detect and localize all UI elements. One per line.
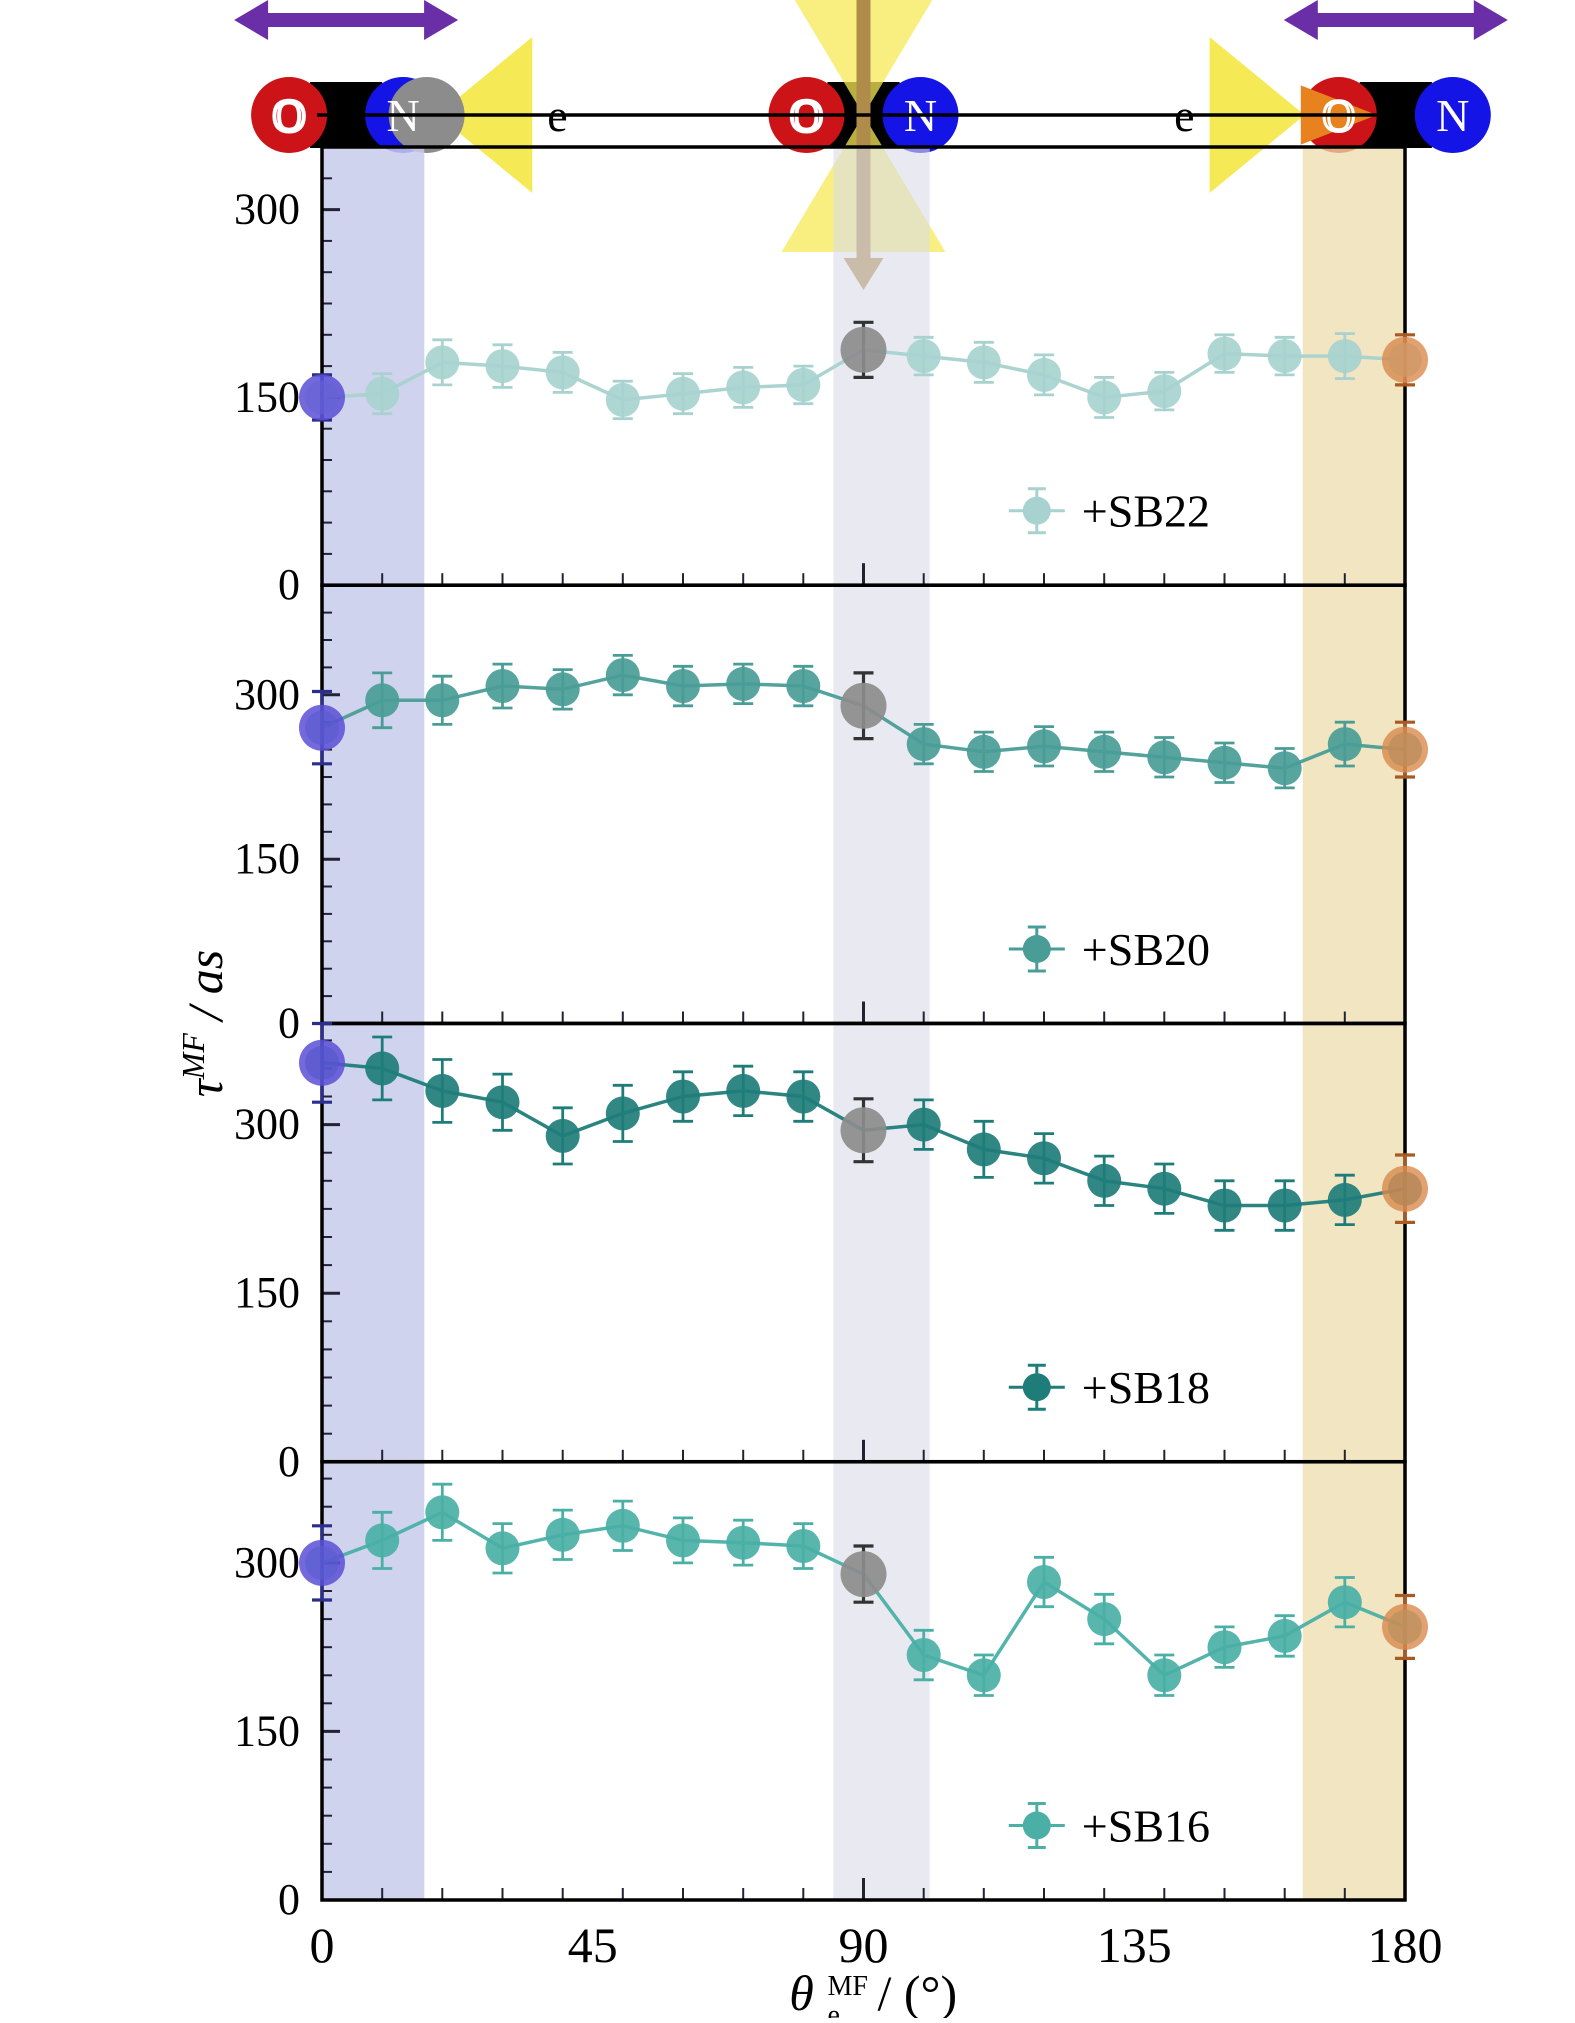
svg-text:+SB16: +SB16 <box>1082 1801 1210 1852</box>
svg-text:300: 300 <box>234 185 300 234</box>
svg-text:MF: MF <box>828 1971 868 2002</box>
svg-text:180: 180 <box>1368 1917 1443 1973</box>
svg-text:N: N <box>1436 90 1469 141</box>
svg-text:O: O <box>272 90 305 141</box>
svg-text:0: 0 <box>278 999 300 1048</box>
svg-text:135: 135 <box>1097 1917 1172 1973</box>
svg-text:150: 150 <box>234 1706 300 1755</box>
svg-text:300: 300 <box>234 1100 300 1149</box>
svg-text:45: 45 <box>568 1917 618 1973</box>
svg-text:300: 300 <box>234 670 300 719</box>
svg-text:0: 0 <box>278 1437 300 1486</box>
svg-text:300: 300 <box>234 1538 300 1587</box>
svg-text:0: 0 <box>278 560 300 609</box>
svg-text:+SB22: +SB22 <box>1082 486 1210 537</box>
svg-text:θ: θ <box>789 1965 814 2018</box>
svg-text:150: 150 <box>234 834 300 883</box>
svg-text:+SB20: +SB20 <box>1082 924 1210 975</box>
svg-text:+SB18: +SB18 <box>1082 1362 1210 1413</box>
svg-text:150: 150 <box>234 372 300 421</box>
svg-text:/ (°): / (°) <box>878 1965 958 2018</box>
svg-text:0: 0 <box>278 1875 300 1924</box>
svg-text:150: 150 <box>234 1268 300 1317</box>
svg-text:0: 0 <box>310 1917 335 1973</box>
svg-text:e: e <box>828 2000 840 2018</box>
